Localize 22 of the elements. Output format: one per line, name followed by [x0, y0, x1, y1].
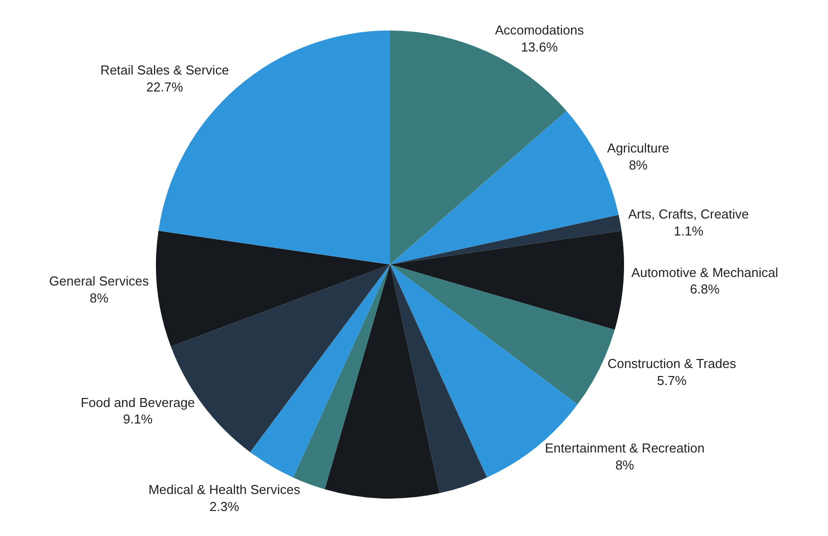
data-label: 22.7% [146, 79, 184, 94]
slice-label: Automotive & Mechanical [631, 264, 778, 280]
slice-label: Arts, Crafts, Creative [628, 206, 749, 222]
slice-label: Retail Sales & Service [100, 62, 229, 78]
data-label: 5.7% [656, 372, 688, 388]
slice-label: Construction & Trades [607, 356, 737, 371]
slice-label: Entertainment & Recreation [544, 440, 705, 456]
slice-label: Agriculture [607, 140, 670, 156]
slice-label: Accomodations [494, 22, 584, 38]
slice-label: Food and Beverage [80, 394, 195, 410]
pie-slice [324, 264, 440, 498]
data-label: 1.1% [674, 223, 704, 238]
data-label: 8% [90, 290, 109, 306]
data-label: 2.3% [210, 498, 240, 514]
slice-label: Medical & Health Services [148, 482, 301, 497]
data-label: 8% [615, 457, 635, 472]
data-label: 13.6% [520, 39, 558, 54]
pie-slice [390, 214, 622, 264]
data-label: 8% [628, 157, 648, 172]
data-label: 6.8% [690, 282, 720, 297]
slice-label: General Services [49, 274, 150, 289]
data-label: 9.1% [122, 412, 154, 427]
